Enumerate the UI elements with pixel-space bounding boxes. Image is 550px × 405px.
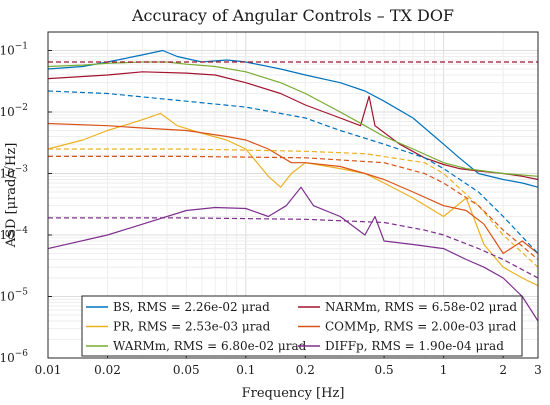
chart-title: Accuracy of Angular Controls – TX DOF [131,6,454,25]
x-tick-label: 0.01 [35,363,62,377]
series-layer [47,49,539,322]
axis-ticks: 0.01 0.02 0.05 0.1 0.2 0.5 1 2 310−610−510−410−3… [0,42,542,377]
x-tick-label: 0.5 [375,363,394,377]
series-line-5 [47,186,539,322]
x-tick-label: 0.2 [296,363,315,377]
legend: BS, RMS = 2.26e-02 μrad NARMm, RMS = 6.58… [81,295,523,357]
x-tick-label: 2 [499,363,507,377]
series-line-2 [47,112,539,287]
series-line-0 [47,49,539,188]
x-tick-label: 1 [440,363,448,377]
y-axis-label: ASD [μrad/√Hz] [4,143,19,249]
plot-frame [47,31,539,359]
x-axis-label: Frequency [Hz] [242,386,345,401]
rms-dashed-line-9 [48,155,539,260]
x-tick-label: 0.05 [173,363,200,377]
x-tick-label: 0.02 [94,363,121,377]
y-tick-label: 10−5 [0,288,28,304]
x-tick-label: 3 [534,363,542,377]
legend-entry: DIFFp, RMS = 1.90e-04 μrad [325,339,504,353]
legend-entry: NARMm, RMS = 6.58e-02 μrad [325,300,517,314]
rms-dashed-line-8 [48,148,539,268]
y-tick-label: 10−6 [0,349,28,365]
legend-entry: PR, RMS = 2.53e-03 μrad [113,320,271,334]
x-tick-label: 0.1 [236,363,255,377]
y-tick-label: 10−2 [0,103,28,119]
rms-dashed-line-10 [48,217,539,279]
series-line-1 [47,71,539,181]
legend-entry: COMMp, RMS = 2.00e-03 μrad [325,320,517,334]
legend-entry: WARMm, RMS = 6.80e-02 μrad [113,339,307,353]
series-line-3 [47,122,539,255]
y-tick-label: 10−1 [0,42,28,58]
legend-entry: BS, RMS = 2.26e-02 μrad [113,300,270,314]
